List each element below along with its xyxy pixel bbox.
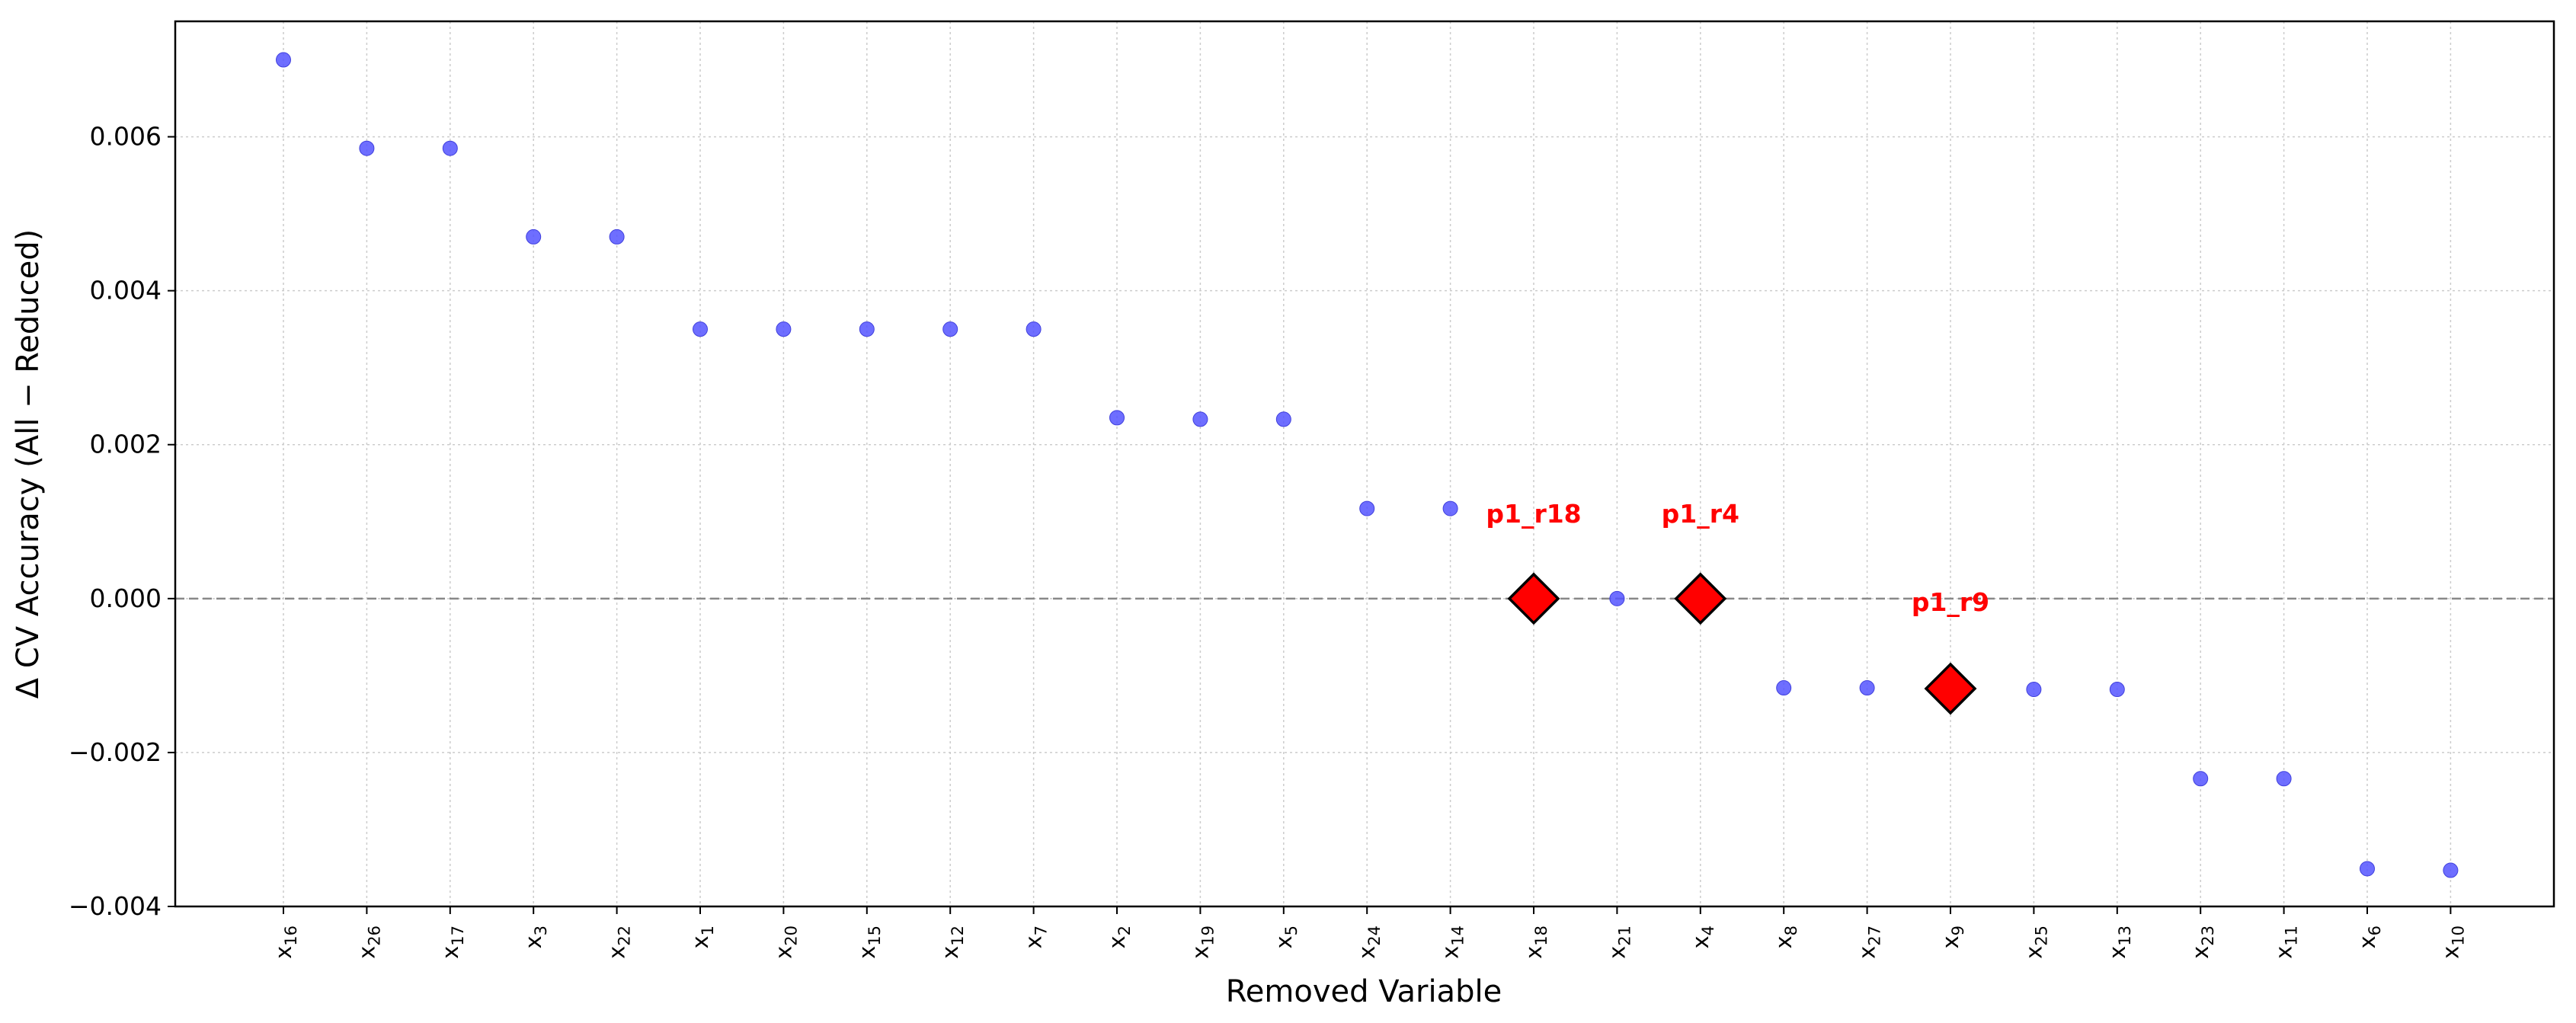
data-point [276,52,291,68]
x-tick-label: x17 [437,925,467,959]
point-annotation: p1_r9 [1912,587,1989,617]
data-point [776,321,792,337]
x-tick-label: x6 [2354,925,2384,949]
y-tick-label: 0.004 [90,276,162,305]
x-axis-ticks: x16 x26 x17 x3 x22 x1 x20 x15 x12 x7 x2 x19 x5 x24 x14… [270,906,2467,959]
x-tick-label: x24 [1354,925,1384,959]
data-point [1359,500,1375,516]
data-point [609,229,625,245]
x-tick-label: x18 [1521,925,1550,959]
plot-frame [174,20,2555,908]
y-axis-title: Δ CV Accuracy (All − Reduced) [11,229,46,699]
data-point [1609,590,1625,606]
x-tick-label: x12 [937,925,967,959]
x-tick-label: x3 [520,925,550,949]
data-point [359,140,375,156]
x-tick-label: x10 [2437,925,2467,959]
x-axis-title: Removed Variable [1226,974,1502,1009]
y-tick-label: 0.006 [90,122,162,152]
x-tick-label: x5 [1271,925,1301,949]
data-point [1442,500,1458,516]
highlighted-point [1674,572,1727,625]
x-tick-label: x16 [270,925,300,959]
x-tick-label: x13 [2104,925,2134,959]
x-tick-label: x7 [1021,925,1051,949]
y-axis-ticks: −0.004 −0.002 0.000 0.002 0.004 0.006 [69,122,175,921]
data-points [276,52,2459,878]
x-tick-label: x27 [1854,925,1884,959]
data-point [2109,682,2125,698]
x-tick-label: x9 [1938,925,1967,949]
data-point [942,321,958,337]
data-point [693,321,708,337]
point-annotation: p1_r4 [1662,499,1739,529]
data-point [1109,410,1125,426]
annotations: p1_r18 p1_r4 p1_r9 [1486,499,1989,617]
highlighted-point [1924,662,1977,715]
x-tick-label: x23 [2187,925,2217,959]
x-tick-label: x4 [1688,925,1717,949]
x-tick-label: x19 [1187,925,1217,959]
y-tick-label: −0.004 [69,891,162,921]
data-point [1275,411,1291,427]
highlighted-point [1507,572,1560,625]
x-tick-label: x11 [2271,925,2301,959]
x-tick-label: x21 [1604,925,1634,959]
data-point [1192,411,1208,427]
x-tick-label: x20 [770,925,800,959]
data-point [1026,321,1042,337]
x-tick-label: x14 [1438,925,1467,959]
point-annotation: p1_r18 [1486,499,1581,529]
y-tick-label: 0.000 [90,583,162,613]
data-point [2360,861,2375,877]
data-point [526,229,542,245]
data-point [2026,682,2042,698]
data-point [2276,771,2292,787]
y-tick-label: 0.002 [90,430,162,459]
data-point [2193,771,2209,787]
x-tick-label: x1 [687,925,717,949]
data-point [2443,862,2459,878]
data-point [1776,680,1792,696]
x-tick-label: x15 [854,925,884,959]
x-tick-label: x25 [2021,925,2050,959]
x-tick-label: x26 [354,925,383,959]
data-point [442,140,458,156]
data-point [859,321,875,337]
x-tick-label: x8 [1771,925,1800,949]
data-point [1859,680,1875,696]
x-tick-label: x2 [1104,925,1134,949]
y-tick-label: −0.002 [69,737,162,767]
x-tick-label: x22 [604,925,634,959]
